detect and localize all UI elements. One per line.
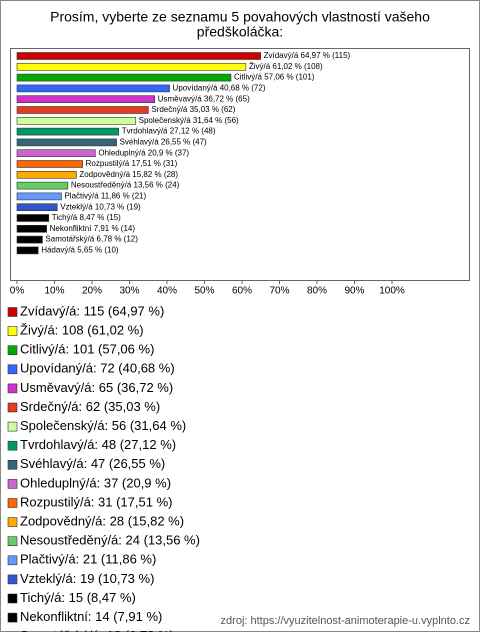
legend-swatch [7, 498, 18, 508]
legend-label: Tvrdohlavý/á: 48 (27,12 %) [20, 437, 176, 452]
legend-label: Upovídaný/á: 72 (40,68 %) [20, 361, 175, 376]
x-tick-label: 0% [10, 286, 25, 297]
bar [16, 106, 149, 114]
legend-label: Samotářský/á: 12 (6,78 %) [20, 628, 174, 632]
bar [16, 117, 136, 125]
legend-swatch [7, 479, 18, 489]
bar [16, 52, 261, 60]
bar-label: Svéhlavý/á 26,55 % (47) [120, 138, 207, 147]
bar-label: Upovídaný/á 40,68 % (72) [173, 84, 266, 93]
legend-label: Usměvavý/á: 65 (36,72 %) [20, 380, 173, 395]
x-tick-label: 100% [379, 286, 405, 297]
x-tick-label: 70% [269, 286, 289, 297]
bar-label: Usměvavý/á 36,72 % (65) [158, 94, 250, 103]
bar-label: Zodpovědný/á 15,82 % (28) [79, 170, 178, 179]
legend-swatch [7, 364, 18, 375]
legend-swatch [7, 440, 18, 451]
bar [16, 160, 83, 168]
x-tick-label: 50% [194, 286, 214, 297]
legend-swatch [7, 459, 18, 470]
bar-label: Ohleduplný/á 20,9 % (37) [98, 148, 189, 157]
legend-label: Rozpustilý/á: 31 (17,51 %) [20, 494, 172, 509]
x-tick-label: 30% [119, 286, 139, 297]
legend-swatch [7, 517, 18, 527]
bar-label: Tichý/á 8,47 % (15) [52, 213, 121, 222]
legend-label: Živý/á: 108 (61,02 %) [20, 323, 144, 338]
source: zdroj: https://vyuzitelnost-animoterapie… [221, 615, 470, 627]
bar-label: Zvídavý/á 64,97 % (115) [264, 51, 351, 60]
legend-label: Nesoustředěný/á: 24 (13,56 %) [20, 533, 200, 548]
bar [16, 225, 47, 233]
legend-swatch [7, 326, 18, 336]
bar [16, 95, 155, 103]
bar-label: Plačtivý/á 11,86 % (21) [64, 192, 146, 201]
bar-label: Tvrdohlavý/á 27,12 % (48) [122, 127, 216, 136]
legend-label: Zvídavý/á: 115 (64,97 %) [20, 303, 164, 318]
bar-label: Hádavý/á 5,65 % (10) [41, 246, 119, 255]
bar [16, 181, 69, 190]
bar-label: Srdečný/á 35,03 % (62) [151, 105, 235, 114]
legend-label: Zodpovědný/á: 28 (15,82 %) [20, 514, 184, 529]
legend-label: Společenský/á: 56 (31,64 %) [20, 418, 186, 433]
bar [16, 73, 232, 82]
legend-label: Ohleduplný/á: 37 (20,9 %) [20, 475, 171, 490]
legend-swatch [7, 555, 18, 566]
x-tick-label: 20% [82, 286, 102, 297]
legend-label: Citlivý/á: 101 (57,06 %) [20, 342, 154, 357]
chart-subtitle: předškoláčka: [197, 24, 283, 40]
bar [16, 246, 39, 255]
bar [16, 138, 117, 147]
legend-label: Nekonfliktní: 14 (7,91 %) [20, 609, 162, 624]
bar-label: Samotářský/á 6,78 % (12) [45, 235, 138, 244]
legend-swatch [7, 593, 18, 604]
bar [16, 171, 77, 179]
legend-label: Svéhlavý/á: 47 (26,55 %) [20, 456, 165, 471]
bar [16, 235, 43, 244]
bar-label: Rozpustilý/á 17,51 % (31) [86, 159, 178, 168]
bar-label: Živý/á 61,02 % (108) [249, 62, 323, 71]
bar [16, 62, 247, 71]
bar [16, 214, 50, 222]
bar [16, 84, 170, 93]
bar-label: Nekonfliktní 7,91 % (14) [50, 224, 136, 233]
bar [16, 127, 119, 136]
bar [16, 192, 62, 201]
chart-title: Prosím, vyberte ze seznamu 5 povahových … [50, 9, 430, 25]
bar-label: Citlivý/á 57,06 % (101) [234, 73, 315, 82]
bar-label: Vzteklý/á 10,73 % (19) [60, 202, 141, 211]
bar [16, 149, 96, 157]
legend-label: Plačtivý/á: 21 (11,86 %) [20, 552, 156, 567]
legend-label: Vzteklý/á: 19 (10,73 %) [20, 571, 154, 586]
legend-swatch [7, 421, 18, 432]
legend-label: Srdečný/á: 62 (35,03 %) [20, 399, 160, 414]
bar [16, 203, 58, 211]
x-tick-label: 60% [232, 286, 252, 297]
legend-swatch [7, 307, 18, 317]
legend-swatch [7, 383, 18, 394]
bar-label: Společenský/á 31,64 % (56) [139, 116, 239, 125]
legend-swatch [7, 612, 18, 623]
x-tick-label: 80% [307, 286, 327, 297]
x-tick-label: 90% [344, 286, 364, 297]
legend-swatch [7, 574, 18, 585]
legend-swatch [7, 536, 18, 547]
x-tick-label: 10% [44, 286, 64, 297]
x-tick-label: 40% [157, 286, 177, 297]
bar-label: Nesoustředěný/á 13,56 % (24) [71, 181, 180, 190]
legend-label: Tichý/á: 15 (8,47 %) [20, 590, 136, 605]
legend-swatch [7, 345, 18, 356]
legend-swatch [7, 402, 18, 413]
